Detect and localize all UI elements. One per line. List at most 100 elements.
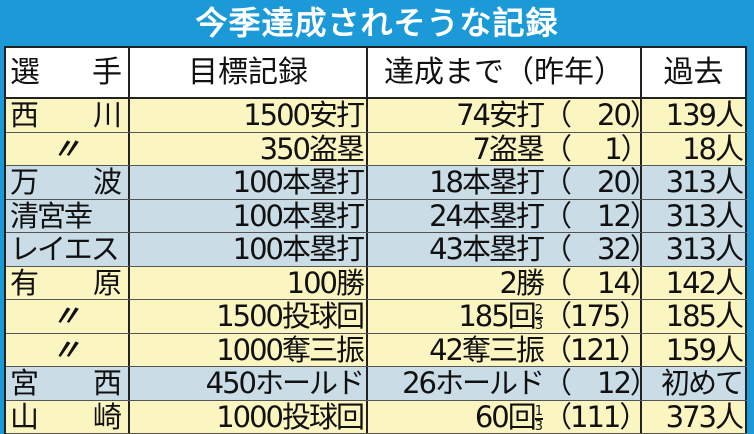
- header-target: 目標記録: [130, 48, 368, 97]
- remaining-cell: 43本塁打（ 32）: [368, 233, 642, 266]
- player-name-2: 川: [93, 99, 122, 132]
- target-record: 100本塁打: [130, 233, 368, 266]
- player-name-1: 有: [10, 267, 39, 300]
- last-year-value: （175）: [543, 300, 637, 332]
- player-name-2: 原: [93, 267, 122, 300]
- past-count: 139人: [642, 99, 747, 132]
- last-year-value: （ 32）: [543, 233, 637, 265]
- header-remaining: 達成まで（昨年）: [368, 48, 642, 97]
- target-record: 1500投球回: [130, 300, 368, 333]
- last-year-value: （ 14）: [543, 267, 637, 299]
- last-year-value: （ 12）: [543, 367, 637, 399]
- last-year-value: （121）: [543, 334, 637, 366]
- remaining-value: 24本塁打: [429, 200, 543, 233]
- target-record: 450ホールド: [130, 367, 368, 400]
- player-name-text: 〃: [51, 133, 80, 166]
- fraction-numerator: 1: [535, 405, 543, 420]
- remaining-cell: 42奪三振（121）: [368, 334, 642, 367]
- player-name-text: レイエス: [10, 233, 118, 266]
- remaining-value: 42奪三振: [429, 334, 543, 367]
- last-year-value: （ 12）: [543, 200, 637, 232]
- remaining-value: 60回: [475, 401, 535, 434]
- fraction-denominator: 3: [535, 420, 543, 433]
- player-name-2: 西: [93, 367, 122, 400]
- header-player: 選手: [6, 48, 130, 97]
- remaining-value: 7盗塁: [473, 133, 543, 166]
- player-name: 山崎: [6, 401, 130, 434]
- header-past: 過去: [642, 48, 747, 97]
- past-count: 159人: [642, 334, 747, 367]
- player-name: 〃: [6, 334, 130, 367]
- remaining-value: 185回: [458, 300, 534, 333]
- player-name-2: 波: [93, 166, 122, 199]
- player-name: 宮西: [6, 367, 130, 400]
- target-record: 100本塁打: [130, 166, 368, 199]
- header-row: 選手 目標記録 達成まで（昨年） 過去: [6, 46, 747, 99]
- header-player-1: 選: [10, 48, 40, 97]
- remaining-cell: 24本塁打（ 12）: [368, 200, 642, 233]
- target-record: 1000奪三振: [130, 334, 368, 367]
- remaining-cell: 26ホールド（ 12）: [368, 367, 642, 400]
- player-name-1: 山: [10, 401, 39, 434]
- remaining-value: 26ホールド: [402, 367, 543, 400]
- target-record: 1500安打: [130, 99, 368, 132]
- player-name: 有原: [6, 267, 130, 300]
- fraction-numerator: 2: [535, 304, 543, 319]
- past-count: 313人: [642, 200, 747, 233]
- past-count: 142人: [642, 267, 747, 300]
- player-name-text: 清宮幸: [10, 200, 91, 233]
- target-record: 100勝: [130, 267, 368, 300]
- remaining-cell: 18本塁打（ 20）: [368, 166, 642, 199]
- player-name: 清宮幸: [6, 200, 130, 233]
- player-name: レイエス: [6, 233, 130, 266]
- target-record: 350盗塁: [130, 133, 368, 166]
- remaining-value: 43本塁打: [429, 233, 543, 266]
- player-name: 〃: [6, 133, 130, 166]
- past-count: 313人: [642, 233, 747, 266]
- player-name-2: 崎: [93, 401, 122, 434]
- past-count: 初めて: [642, 367, 747, 400]
- remaining-value: 74安打: [456, 99, 543, 132]
- past-count: 185人: [642, 300, 747, 333]
- remaining-cell: 2勝（ 14）: [368, 267, 642, 300]
- player-name: 万波: [6, 166, 130, 199]
- player-name-text: 〃: [51, 334, 80, 367]
- last-year-value: （ 20）: [543, 99, 637, 131]
- last-year-value: （ 20）: [543, 166, 637, 198]
- past-count: 18人: [642, 133, 747, 166]
- player-name-text: 〃: [51, 300, 80, 333]
- last-year-value: （111）: [543, 401, 637, 433]
- player-name-1: 西: [10, 99, 39, 132]
- target-record: 100本塁打: [130, 200, 368, 233]
- table-title: 今季達成されそうな記録: [0, 0, 754, 46]
- remaining-value: 18本塁打: [429, 166, 543, 199]
- header-player-2: 手: [92, 48, 122, 97]
- remaining-cell: 74安打（ 20）: [368, 99, 642, 132]
- fraction-denominator: 3: [535, 319, 543, 332]
- past-count: 373人: [642, 401, 747, 434]
- last-year-value: （ 1）: [543, 133, 637, 165]
- player-name-1: 万: [10, 166, 39, 199]
- remaining-value: 2勝: [500, 267, 543, 300]
- player-name-1: 宮: [10, 367, 39, 400]
- player-name: 〃: [6, 300, 130, 333]
- past-count: 313人: [642, 166, 747, 199]
- target-record: 1000投球回: [130, 401, 368, 434]
- player-name: 西川: [6, 99, 130, 132]
- remaining-cell: 7盗塁（ 1）: [368, 133, 642, 166]
